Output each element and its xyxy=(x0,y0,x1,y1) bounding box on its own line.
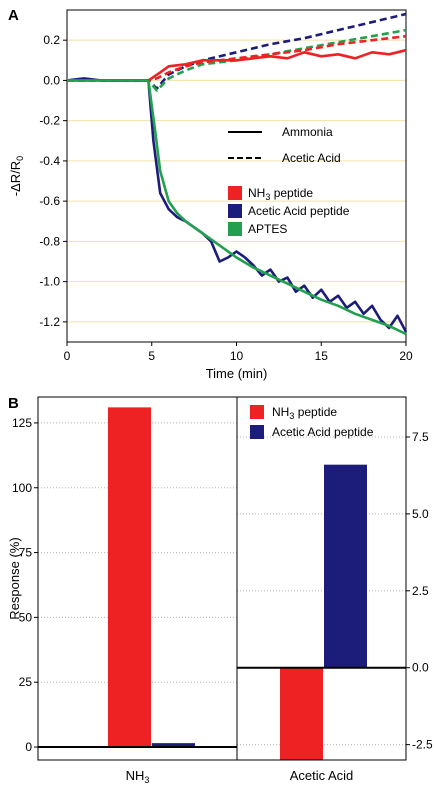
panel-label-b: B xyxy=(8,395,19,412)
series-line xyxy=(66,77,408,333)
series-line xyxy=(67,12,407,90)
ytick-label-a: -1.2 xyxy=(39,315,60,329)
bar xyxy=(152,743,195,748)
legend-label-color: APTES xyxy=(248,222,287,236)
xtick-label-a: 15 xyxy=(315,349,329,363)
panel-b-chart: 0 25 50 75 100 125 7.5 5.0 2.5 0.0 -2.5 NH3 Acetic A… xyxy=(7,396,433,785)
ytick-label-a: -0.2 xyxy=(39,114,60,128)
category-label: NH3 xyxy=(126,768,150,785)
legend-label-style: Ammonia xyxy=(282,125,333,139)
ytick-label-b-right: 0.0 xyxy=(412,661,429,675)
ytick-label-b-right: 7.5 xyxy=(412,430,429,444)
xtick-label-a: 10 xyxy=(230,349,244,363)
ytick-label-a: 0.0 xyxy=(43,73,60,87)
ytick-label-b-left: 0 xyxy=(25,740,32,754)
ytick-label-a: 0.2 xyxy=(43,33,60,47)
legend-label-color: Acetic Acid peptide xyxy=(248,204,350,218)
ytick-label-b-left: 100 xyxy=(12,481,32,495)
series-line xyxy=(67,48,407,82)
panel-label-a: A xyxy=(8,7,19,24)
ytick-label-a: -0.4 xyxy=(39,154,60,168)
ytick-label-b-right: 5.0 xyxy=(412,507,429,521)
ytick-label-b-left: 25 xyxy=(19,675,33,689)
ytick-label-a: -0.8 xyxy=(39,234,60,248)
legend-label-b: Acetic Acid peptide xyxy=(272,425,374,439)
ytick-label-b-left: 75 xyxy=(19,546,33,560)
bar xyxy=(108,407,151,748)
legend-swatch-b xyxy=(250,425,264,439)
legend-label-color: NH3 peptide xyxy=(248,186,313,202)
x-axis-title-a: Time (min) xyxy=(206,366,268,381)
xtick-label-a: 20 xyxy=(399,349,413,363)
y-axis-title-b: Response (%) xyxy=(7,537,22,619)
bar xyxy=(280,667,323,760)
legend-swatch-b xyxy=(250,405,264,419)
category-label: Acetic Acid xyxy=(290,768,354,783)
ytick-label-b-left: 125 xyxy=(12,416,32,430)
legend-label-style: Acetic Acid xyxy=(282,151,341,165)
xtick-label-a: 0 xyxy=(64,349,71,363)
ytick-label-b-right: 2.5 xyxy=(412,584,429,598)
ytick-label-a: -0.6 xyxy=(39,194,60,208)
ytick-label-b-right: -2.5 xyxy=(412,738,433,752)
ytick-label-b-left: 50 xyxy=(19,610,33,624)
y-axis-title-a: -ΔR/R0 xyxy=(8,156,25,196)
xtick-label-a: 5 xyxy=(148,349,155,363)
legend-swatch xyxy=(228,186,242,200)
ytick-label-a: -1.0 xyxy=(39,275,60,289)
panel-a-chart: 0.2 0.0 -0.2 -0.4 -0.6 -0.8 -1.0 -1.2 0 5 10 15 20 Ti… xyxy=(8,9,413,381)
bar xyxy=(324,464,367,668)
legend-swatch xyxy=(228,204,242,218)
plot-frame-b xyxy=(37,396,407,761)
legend-label-b: NH3 peptide xyxy=(272,405,337,421)
series-line xyxy=(67,79,407,336)
legend-swatch xyxy=(228,222,242,236)
